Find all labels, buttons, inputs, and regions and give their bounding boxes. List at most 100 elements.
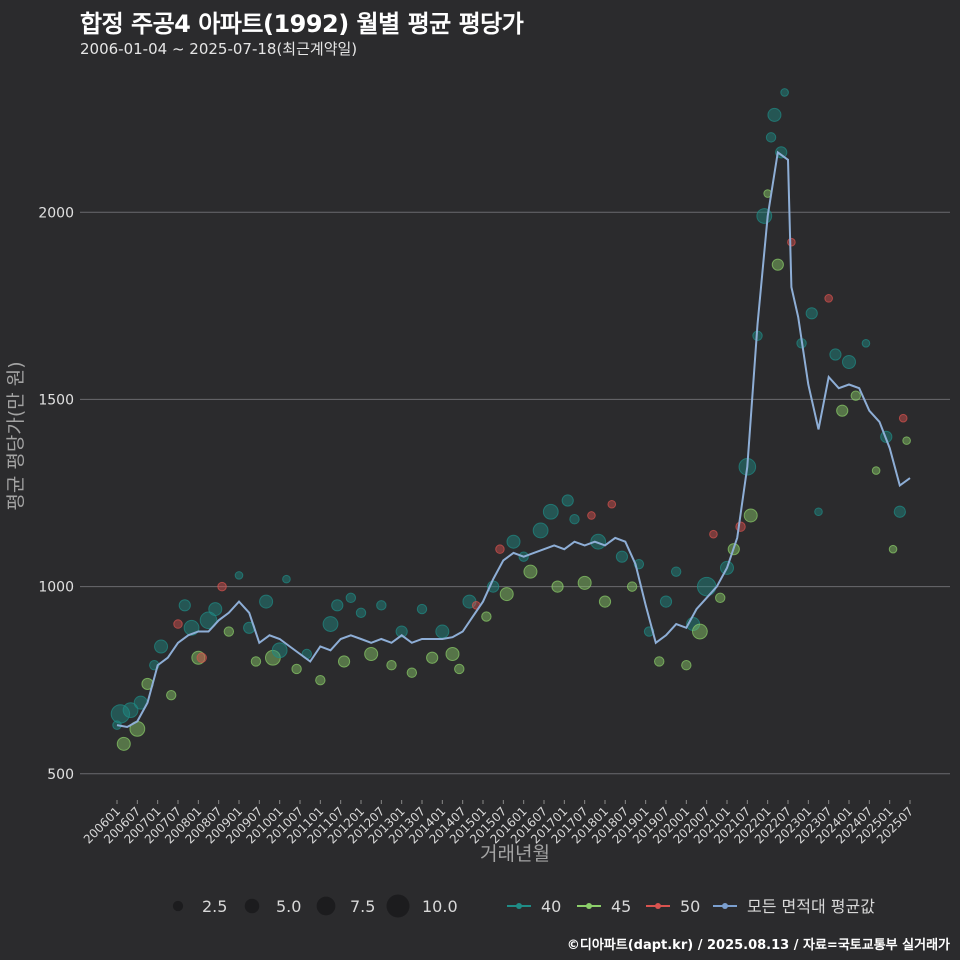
scatter-point [861,338,871,348]
scatter-point [654,656,665,667]
scatter-points [110,88,911,751]
scatter-point [709,529,718,539]
scatter-point [291,663,302,675]
scatter-point [787,237,796,247]
y-axis-title: 평균 평당가(만 원) [5,361,27,510]
scatter-point [767,107,782,122]
color-legend-dot [722,903,728,909]
scatter-point [696,576,717,597]
scatter-point [670,566,682,577]
x-axis-title: 거래년월 [480,843,550,865]
y-tick-label: 1000 [38,580,74,596]
scatter-point [337,655,351,668]
scatter-point [331,599,344,612]
scatter-point [223,626,235,637]
scatter-point [551,580,564,593]
chart-subtitle: 2006-01-04 ~ 2025-07-18(최근계약일) [80,40,358,58]
scatter-point [814,507,823,517]
scatter-point [122,702,139,719]
scatter-point [271,642,288,659]
chart-title: 합정 주공4 아파트(1992) 월별 평균 평당가 [80,10,524,38]
scatter-point [250,656,262,667]
scatter-point [569,514,580,525]
scatter-point [715,592,726,604]
scatter-point [110,704,131,724]
scatter-point [199,611,218,630]
scatter-point [166,689,177,701]
color-legend-dot [655,903,661,909]
scatter-point [765,132,777,143]
scatter-point [888,544,898,554]
x-tick-labels: 2006012006072007012007072008012008072009… [81,800,916,847]
size-legend-label: 10.0 [422,897,458,916]
scatter-point [659,595,673,608]
scatter-point [735,521,746,532]
scatter-point [615,550,629,563]
scatter-point [435,624,450,639]
scatter-point [355,607,367,619]
size-legend-label: 2.5 [202,897,227,916]
scatter-point [542,503,559,520]
scatter-point [376,600,387,611]
color-legend-dot [516,903,522,909]
size-legend-swatch [386,894,410,918]
scatter-point [691,623,708,640]
scatter-point [577,575,592,590]
scatter-point [824,294,833,303]
scatter-point [208,602,223,617]
scatter-point [183,619,200,636]
scatter-point [523,564,538,579]
scatter-point [322,616,339,632]
scatter-point [532,522,549,539]
scatter-point [871,466,881,475]
scatter-point [499,587,514,602]
scatter-point [178,599,191,612]
scatter-point [775,146,788,159]
color-legend-label: 45 [611,897,631,916]
scatter-point [598,595,612,608]
scatter-point [607,499,617,509]
size-legend-swatch [316,896,336,916]
y-tick-labels: 500 1000 1500 2000 [38,205,74,783]
size-legend-label: 7.5 [350,897,375,916]
scatter-point [364,647,379,661]
scatter-point [495,544,505,554]
gridlines [80,211,950,775]
y-tick-label: 2000 [38,205,74,221]
scatter-point [771,258,784,271]
scatter-point [850,390,861,401]
y-tick-label: 500 [47,767,74,783]
scatter-point [406,667,418,678]
scatter-point [454,663,465,675]
scatter-point [805,307,818,320]
scatter-point [842,355,856,369]
scatter-point [898,413,908,423]
size-legend-swatch [244,898,260,914]
scatter-point [395,625,408,638]
scatter-point [481,611,492,622]
color-legend-label: 40 [541,897,561,916]
scatter-point [626,581,638,592]
scatter-point [315,675,326,686]
size-legend-swatch [172,900,184,912]
scatter-point [154,639,169,654]
scatter-point [196,652,207,663]
color-legend-dot [586,903,592,909]
scatter-point [902,436,911,445]
scatter-point [282,574,291,584]
source-credit: ©디아파트(dapt.kr) / 2025.08.13 / 자료=국토교통부 실… [566,938,950,953]
scatter-point [893,505,906,518]
scatter-point [173,619,183,629]
scatter-point [780,88,789,97]
scatter-point [836,404,849,417]
scatter-point [426,651,439,664]
scatter-point [829,348,842,361]
scatter-point [506,534,521,549]
scatter-point [345,592,357,604]
scatter-point [743,508,758,523]
scatter-point [217,581,227,592]
size-legend-label: 5.0 [276,897,301,916]
scatter-point [590,533,607,550]
